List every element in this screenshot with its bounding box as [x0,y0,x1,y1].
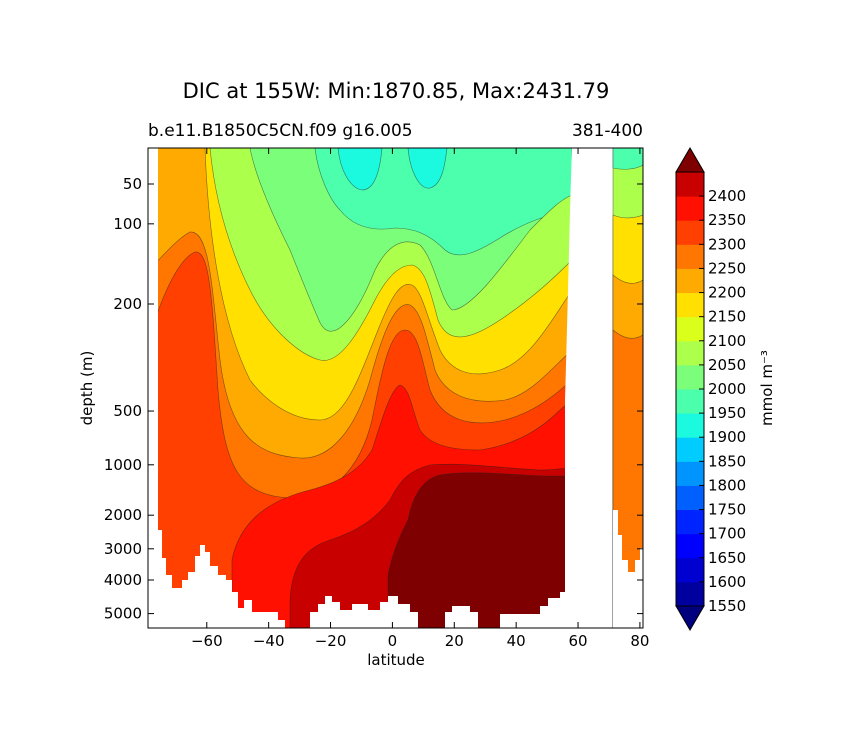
x-tick-label: 0 [388,632,398,650]
no-data-land-gap [565,148,613,628]
colorbar-bin [676,196,704,221]
contour-region-east-1950-2000 [612,148,643,170]
contour-region-1900-1950-b [407,148,448,189]
colorbar-level-label: 2000 [708,380,746,398]
colorbar: 1550 1600 1650 1700 1750 1800 1850 1900 1950 2000… [675,147,746,631]
colorbar-level-label: 1700 [708,525,746,543]
y-tick-label: 1000 [104,456,142,474]
colorbar-bin [676,413,704,438]
y-tick-label: 3000 [104,540,142,558]
chart-title: DIC at 155W: Min:1870.85, Max:2431.79 [183,79,610,103]
colorbar-bin [676,533,704,559]
contour-region-2400-2450 [387,472,573,628]
no-data-seafloor [148,478,285,628]
colorbar-bin [676,389,704,414]
x-tick-label: −60 [191,632,223,650]
colorbar-bin [676,268,704,294]
colorbar-bin [676,364,704,390]
colorbar-level-label: 1550 [708,597,746,615]
y-tick-label: 5000 [104,605,142,623]
colorbar-bin [676,461,704,486]
colorbar-level-label: 1750 [708,501,746,519]
y-tick-label: 50 [123,175,142,193]
x-tick-label: 60 [568,632,587,650]
contour-field [148,148,643,628]
colorbar-bin [676,485,704,511]
colorbar-level-label: 2300 [708,235,746,253]
no-data-seafloor-east2 [500,592,568,628]
y-axis-label: depth (m) [78,351,96,426]
y-tick-label: 2000 [104,506,142,524]
colorbar-level-label: 1850 [708,452,746,470]
plot-frame [147,147,644,629]
colorbar-level-label: 2100 [708,332,746,350]
colorbar-bin [676,557,704,583]
x-tick-label: −40 [253,632,285,650]
colorbar-bin [676,316,704,342]
colorbar-level-label: 1900 [708,428,746,446]
x-tick-label: 20 [445,632,464,650]
contour-region-1950-2000 [314,148,573,256]
x-axis: −60 −40 −20 0 20 40 60 80 [191,148,649,650]
no-data-seafloor-east [445,606,478,628]
colorbar-bin [676,581,704,607]
colorbar-level-label: 1600 [708,573,746,591]
colorbar-bin [676,172,704,197]
colorbar-level-label: 1800 [708,476,746,494]
no-data-west-edge [148,148,158,478]
colorbar-bin [676,340,704,366]
colorbar-level-label: 2400 [708,187,746,205]
y-tick-label: 100 [113,215,142,233]
y-axis: 50 100 200 500 1000 2000 3000 4000 5000 [104,175,643,623]
y-tick-label: 200 [113,295,142,313]
colorbar-level-label: 2200 [708,284,746,302]
chart-subtitle-right: 381-400 [572,121,643,141]
x-tick-label: 40 [507,632,526,650]
x-tick-label: −20 [315,632,347,650]
colorbar-bin [676,437,704,462]
colorbar-level-label: 2150 [708,308,746,326]
chart-subtitle-left: b.e11.B1850C5CN.f09 g16.005 [148,121,413,141]
colorbar-label: mmol m⁻³ [758,350,776,426]
contour-region-1900-1950 [337,148,383,191]
colorbar-bin [676,509,704,535]
x-tick-label: 80 [630,632,649,650]
no-data-seafloor-far-east [613,510,643,628]
no-data-seafloor-mid [310,596,418,628]
colorbar-extend-max [675,147,705,173]
colorbar-level-label: 1650 [708,549,746,567]
colorbar-level-label: 2050 [708,356,746,374]
colorbar-bin [676,244,704,269]
colorbar-bin [676,292,704,318]
x-axis-label: latitude [367,651,425,669]
colorbar-level-label: 1950 [708,404,746,422]
colorbar-bin [676,220,704,245]
y-tick-label: 500 [113,402,142,420]
colorbar-level-label: 2350 [708,211,746,229]
colorbar-extend-min [675,605,705,631]
y-tick-label: 4000 [104,571,142,589]
colorbar-level-label: 2250 [708,259,746,277]
